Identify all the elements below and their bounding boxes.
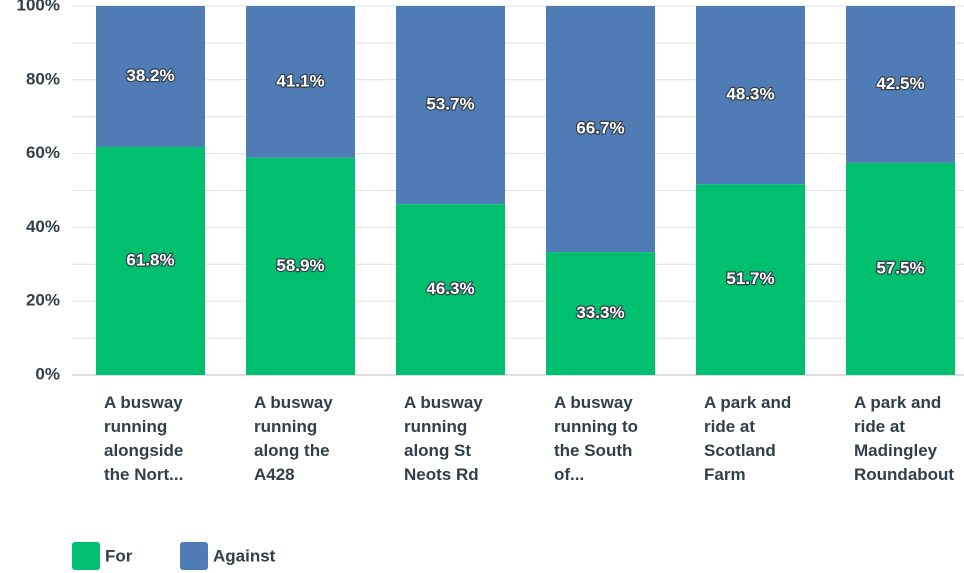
data-labels: 61.8% 38.2% 58.9% 41.1% 46.3% 53.7% 33.3% 66.7%… bbox=[125, 65, 926, 323]
legend-item-for: For bbox=[72, 542, 133, 570]
category-label-2: A busway running along St Neots Rd bbox=[404, 393, 483, 484]
y-tick-label: 80% bbox=[26, 69, 60, 88]
legend: For Against bbox=[72, 542, 276, 570]
bar-against-3 bbox=[546, 6, 655, 253]
data-label-against-4: 48.3% bbox=[726, 85, 774, 104]
legend-swatch-for bbox=[72, 542, 100, 570]
category-label-4: A park and ride at Scotland Farm bbox=[704, 393, 791, 484]
y-tick-label: 20% bbox=[26, 291, 60, 310]
y-axis-ticks: 0% 20% 40% 60% 80% 100% bbox=[17, 0, 60, 383]
data-label-against-0: 38.2% bbox=[126, 66, 174, 85]
legend-item-against: Against bbox=[180, 542, 276, 570]
category-label-3: A busway running to the South of... bbox=[554, 393, 638, 484]
bars bbox=[96, 6, 955, 375]
legend-label-for: For bbox=[105, 546, 133, 565]
data-label-for-4: 51.7% bbox=[726, 269, 774, 288]
data-label-against-3: 66.7% bbox=[576, 119, 624, 138]
legend-label-against: Against bbox=[213, 546, 276, 565]
category-label-1: A busway running along the A428 bbox=[254, 393, 333, 484]
y-tick-label: 0% bbox=[35, 364, 60, 383]
data-label-against-2: 53.7% bbox=[426, 95, 474, 114]
data-label-against-5: 42.5% bbox=[876, 74, 924, 93]
y-tick-label: 60% bbox=[26, 143, 60, 162]
bar-against-4 bbox=[696, 6, 805, 185]
data-label-for-1: 58.9% bbox=[276, 256, 324, 275]
bar-against-2 bbox=[396, 6, 505, 205]
data-label-for-2: 46.3% bbox=[426, 279, 474, 298]
legend-swatch-against bbox=[180, 542, 208, 570]
bar-for-2 bbox=[396, 204, 505, 375]
bar-for-3 bbox=[546, 252, 655, 375]
x-axis-categories: A busway running alongside the Nort... A bus… bbox=[104, 393, 954, 484]
bar-for-0 bbox=[96, 146, 205, 375]
data-label-for-3: 33.3% bbox=[576, 303, 624, 322]
data-label-for-5: 57.5% bbox=[876, 258, 924, 277]
bar-for-5 bbox=[846, 162, 955, 375]
bar-against-1 bbox=[246, 6, 355, 158]
bar-for-4 bbox=[696, 184, 805, 375]
category-label-5: A park and ride at Madingley Roundabout bbox=[854, 393, 954, 484]
gridlines bbox=[72, 5, 964, 376]
category-label-0: A busway running alongside the Nort... bbox=[104, 393, 183, 484]
bar-against-0 bbox=[96, 6, 205, 147]
y-tick-label: 40% bbox=[26, 217, 60, 236]
data-label-for-0: 61.8% bbox=[126, 250, 174, 269]
data-label-against-1: 41.1% bbox=[276, 71, 324, 90]
y-tick-label: 100% bbox=[17, 0, 60, 14]
bar-for-1 bbox=[246, 157, 355, 375]
bar-against-5 bbox=[846, 6, 955, 163]
